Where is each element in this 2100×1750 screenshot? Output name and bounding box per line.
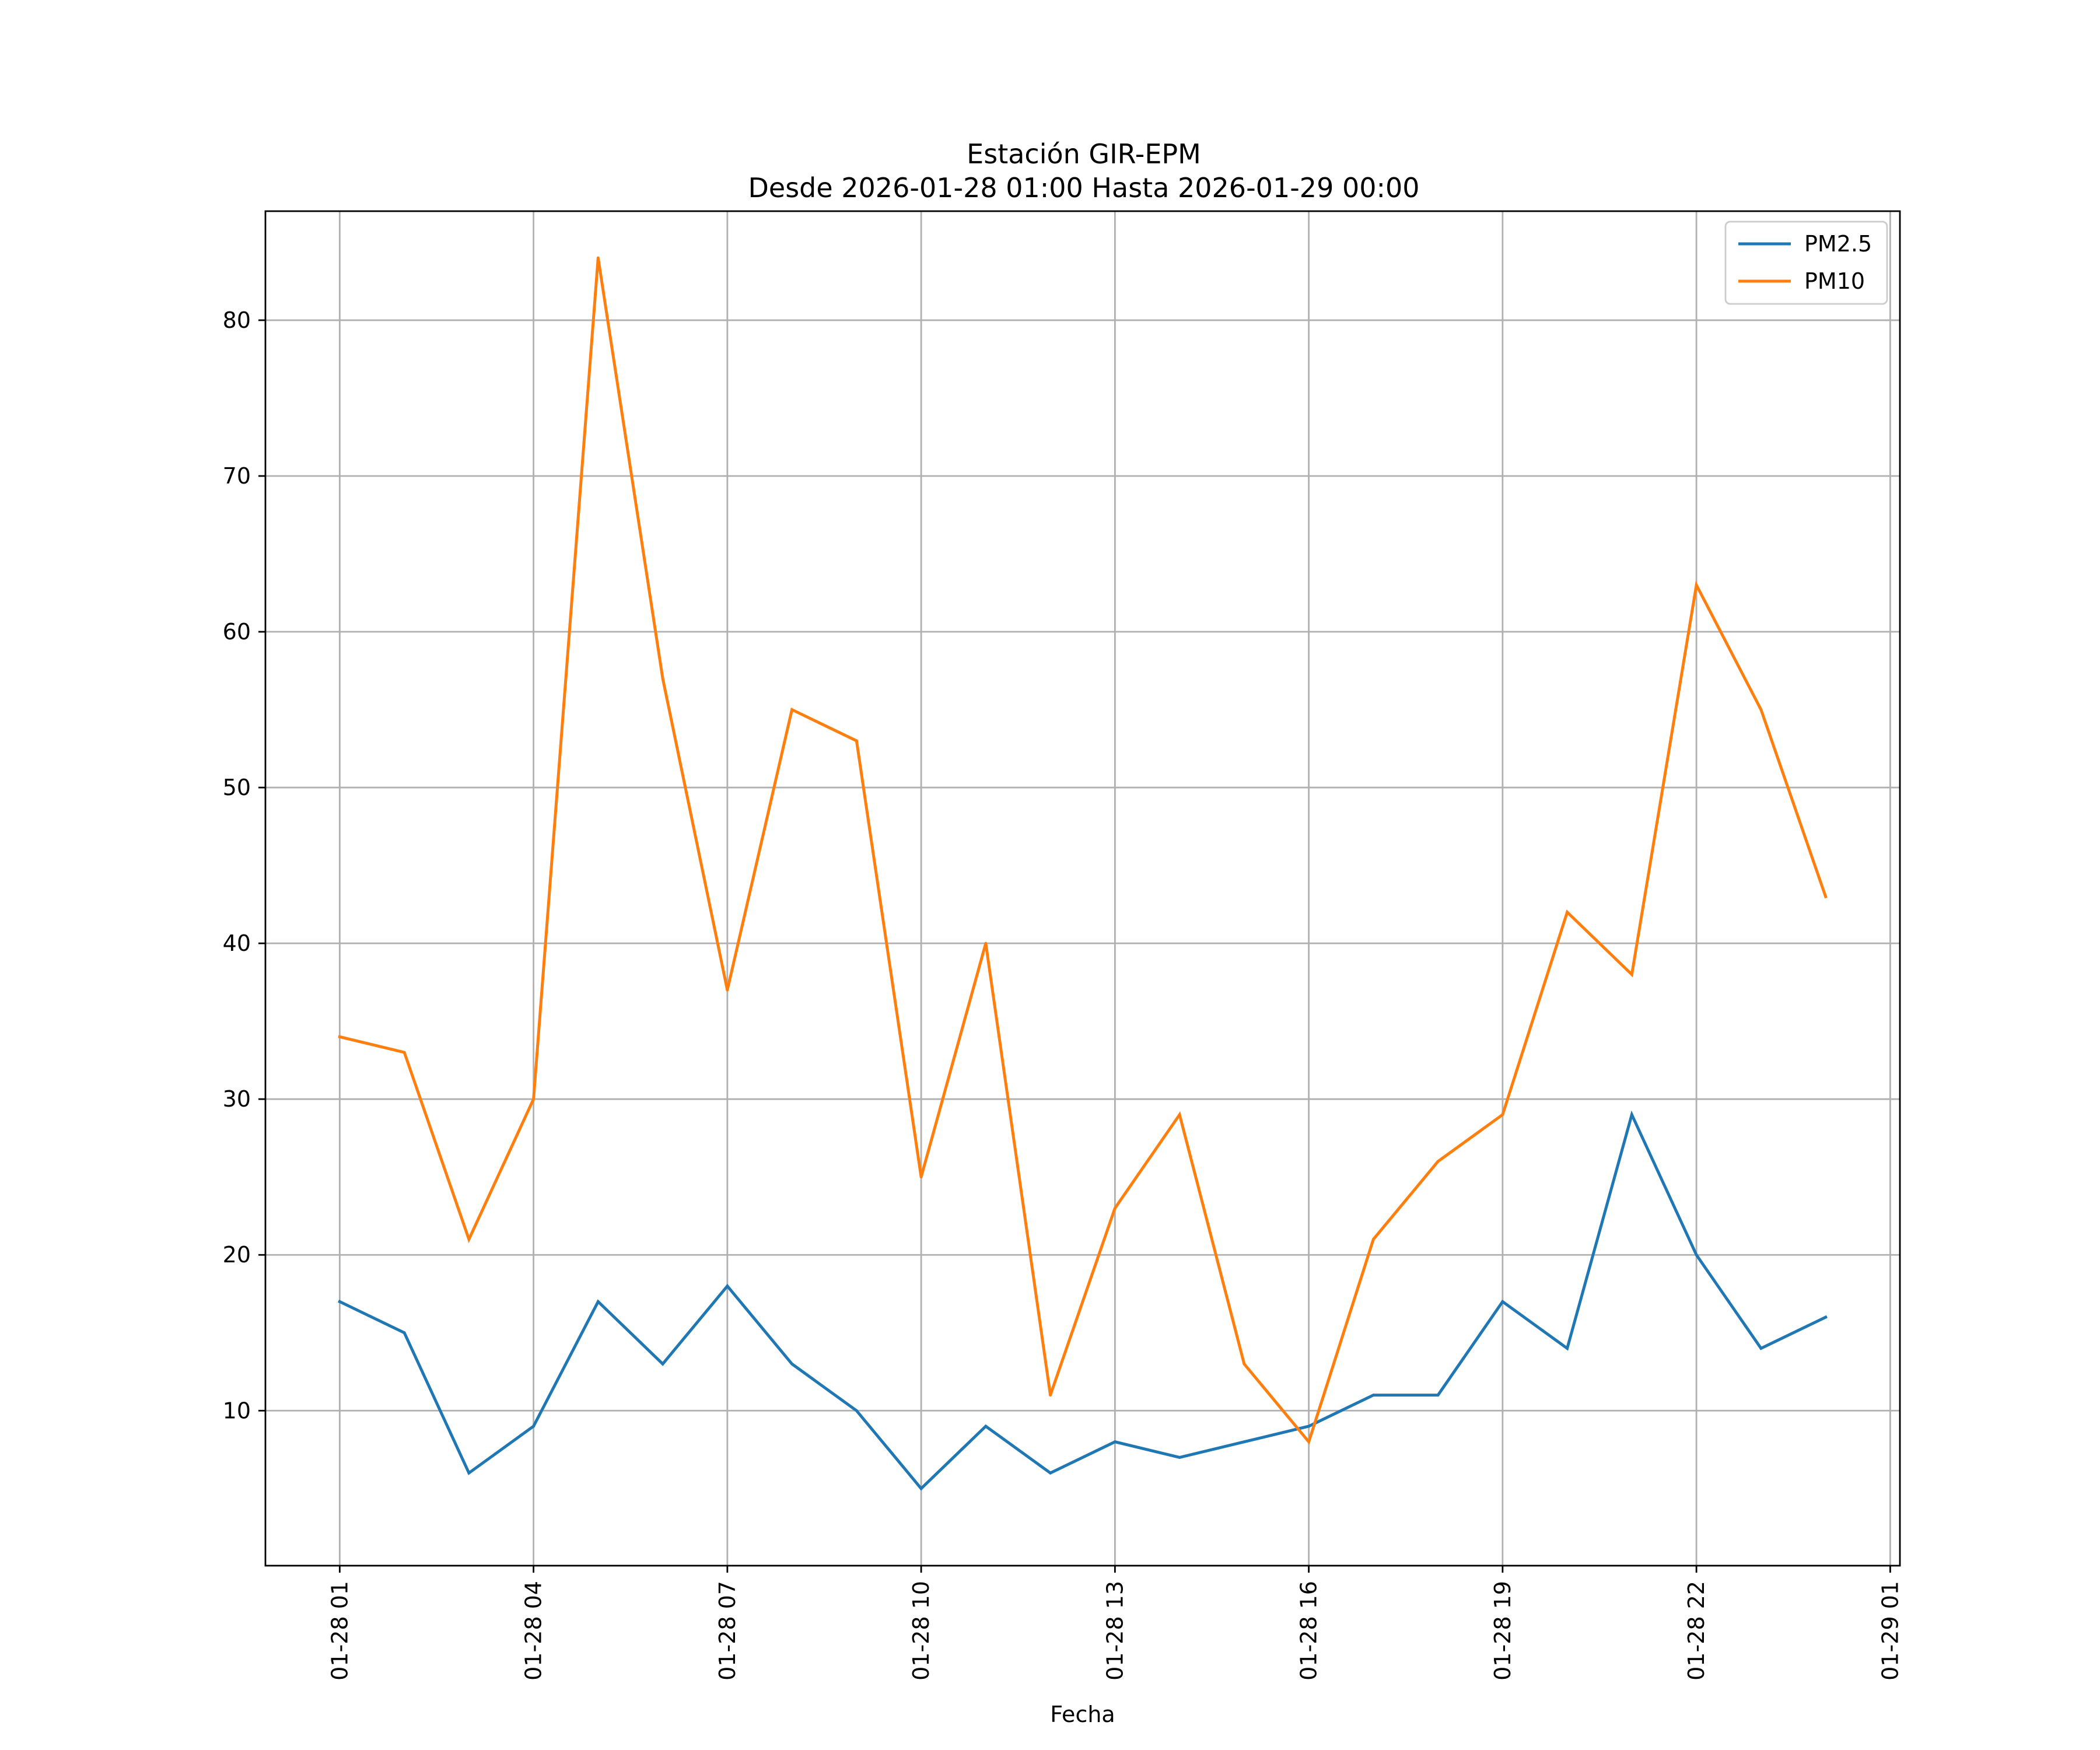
y-tick-label: 40 — [223, 930, 251, 956]
series-line-pm25 — [338, 1110, 1828, 1491]
grid — [265, 211, 1900, 1566]
data-point-pm25 — [338, 1300, 341, 1303]
y-tick-label: 80 — [223, 307, 251, 333]
data-point-pm10 — [1178, 1113, 1181, 1116]
data-point-pm25 — [1242, 1440, 1246, 1444]
x-tick-label: 01-28 01 — [327, 1581, 352, 1681]
data-point-pm25 — [661, 1362, 664, 1366]
x-tick-label: 01-29 01 — [1877, 1581, 1903, 1681]
chart-subtitle: Desde 2026-01-28 01:00 Hasta 2026-01-29 … — [748, 172, 1419, 204]
data-point-pm25 — [1371, 1394, 1375, 1397]
x-tick-label: 01-28 16 — [1296, 1581, 1322, 1681]
data-point-pm10 — [1824, 895, 1828, 898]
plot-frame — [264, 210, 1901, 1567]
data-point-pm25 — [1824, 1315, 1828, 1319]
data-point-pm25 — [402, 1331, 406, 1335]
y-tick-label: 60 — [223, 619, 251, 645]
data-point-pm10 — [1242, 1362, 1246, 1366]
x-tick-label: 01-28 13 — [1102, 1581, 1128, 1681]
y-tick-label: 70 — [223, 463, 251, 489]
data-point-pm25 — [790, 1362, 794, 1366]
data-point-pm10 — [1049, 1394, 1052, 1397]
data-point-pm25 — [532, 1424, 536, 1428]
x-axis-ticks: 01-28 01 01-28 04 01-28 07 01-28 10 01-28 13… — [327, 1566, 1903, 1681]
y-tick-label: 50 — [223, 775, 251, 800]
legend-label-pm25: PM2.5 — [1804, 231, 1872, 257]
data-point-pm25 — [1049, 1471, 1052, 1475]
data-point-pm25 — [1695, 1253, 1698, 1256]
data-point-pm25 — [1178, 1455, 1181, 1459]
series-lines — [338, 256, 1828, 1491]
data-point-pm25 — [1113, 1440, 1116, 1444]
y-tick-label: 10 — [223, 1398, 251, 1423]
data-point-pm10 — [1436, 1160, 1440, 1163]
legend: PM2.5 PM10 — [1724, 220, 1888, 305]
data-point-pm10 — [1759, 708, 1763, 712]
legend-label-pm10: PM10 — [1804, 268, 1865, 294]
data-point-pm10 — [1695, 583, 1698, 587]
x-tick-label: 01-28 22 — [1684, 1581, 1709, 1681]
data-point-pm25 — [1307, 1424, 1311, 1428]
data-point-pm10 — [984, 942, 988, 945]
data-point-pm25 — [919, 1487, 923, 1490]
data-point-pm10 — [1307, 1440, 1311, 1444]
chart-title: Estación GIR-EPM — [967, 138, 1201, 170]
x-tick-label: 01-28 04 — [521, 1581, 547, 1681]
data-point-pm10 — [726, 988, 729, 992]
data-point-pm25 — [984, 1424, 988, 1428]
data-point-pm10 — [467, 1238, 471, 1241]
y-axis-ticks: 10 20 30 40 50 60 70 80 — [223, 307, 265, 1423]
x-tick-label: 01-28 10 — [908, 1581, 934, 1681]
series-line-pm10 — [338, 257, 1828, 1445]
data-point-pm10 — [790, 708, 794, 712]
data-point-pm10 — [1371, 1238, 1375, 1241]
y-tick-label: 30 — [223, 1086, 251, 1112]
data-point-pm10 — [532, 1097, 536, 1101]
data-point-pm25 — [596, 1300, 600, 1303]
data-point-pm25 — [1759, 1346, 1763, 1350]
data-point-pm10 — [596, 256, 600, 260]
data-point-pm10 — [1566, 911, 1569, 914]
y-tick-label: 20 — [223, 1242, 251, 1268]
x-tick-label: 01-28 07 — [715, 1581, 740, 1681]
data-point-pm25 — [726, 1284, 729, 1288]
data-point-pm10 — [338, 1035, 341, 1038]
x-axis-label: Fecha — [1050, 1702, 1115, 1727]
data-point-pm10 — [661, 677, 664, 680]
legend-box — [1724, 220, 1888, 305]
data-point-pm10 — [919, 1175, 923, 1179]
data-point-pm25 — [1501, 1300, 1504, 1303]
data-point-pm25 — [855, 1409, 858, 1412]
data-point-pm10 — [855, 739, 858, 743]
data-point-pm10 — [1113, 1206, 1116, 1210]
data-point-pm10 — [1630, 973, 1633, 977]
x-tick-label: 01-28 19 — [1490, 1581, 1516, 1681]
data-point-pm10 — [402, 1051, 406, 1054]
data-point-pm25 — [467, 1471, 471, 1475]
data-point-pm25 — [1566, 1346, 1569, 1350]
data-point-pm25 — [1436, 1394, 1440, 1397]
data-point-pm25 — [1630, 1113, 1633, 1116]
data-point-pm10 — [1501, 1113, 1504, 1116]
